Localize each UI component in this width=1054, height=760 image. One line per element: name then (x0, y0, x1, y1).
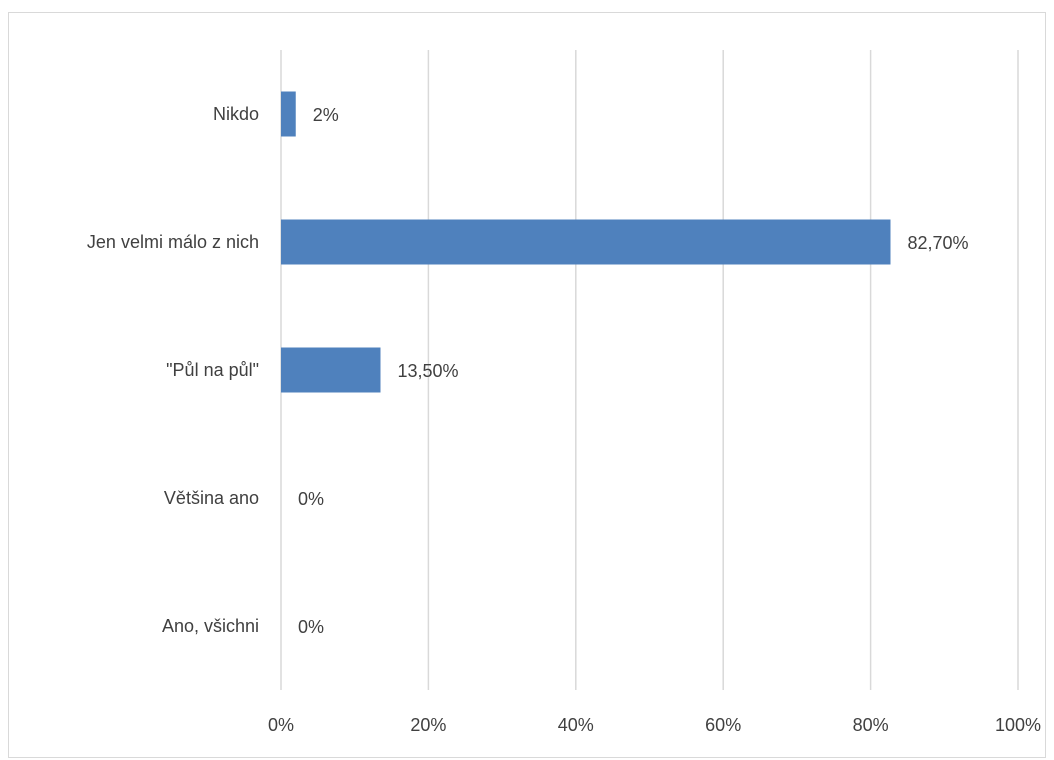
x-tick-label: 0% (268, 715, 294, 735)
x-tick-label: 80% (853, 715, 889, 735)
x-tick-label: 100% (995, 715, 1041, 735)
x-axis-tick-labels: 0% 20% 40% 60% 80% 100% (268, 715, 1041, 735)
category-label: Většina ano (164, 488, 259, 508)
category-labels: Nikdo Jen velmi málo z nich "Půl na půl" Vě… (87, 104, 259, 636)
bar (281, 219, 891, 265)
bars (281, 91, 891, 393)
chart-frame (8, 12, 1046, 758)
x-tick-label: 40% (558, 715, 594, 735)
category-label: "Půl na půl" (166, 360, 259, 380)
data-labels: 2% 82,70% 13,50% 0% 0% (298, 105, 969, 637)
data-label: 13,50% (397, 361, 458, 381)
data-label: 2% (313, 105, 339, 125)
bar (281, 91, 296, 137)
x-tick-label: 60% (705, 715, 741, 735)
category-label: Ano, všichni (162, 616, 259, 636)
bar (281, 347, 381, 393)
category-label: Jen velmi málo z nich (87, 232, 259, 252)
data-label: 0% (298, 617, 324, 637)
gridlines (280, 50, 1019, 690)
x-tick-label: 20% (410, 715, 446, 735)
category-label: Nikdo (213, 104, 259, 124)
data-label: 82,70% (907, 233, 968, 253)
data-label: 0% (298, 489, 324, 509)
